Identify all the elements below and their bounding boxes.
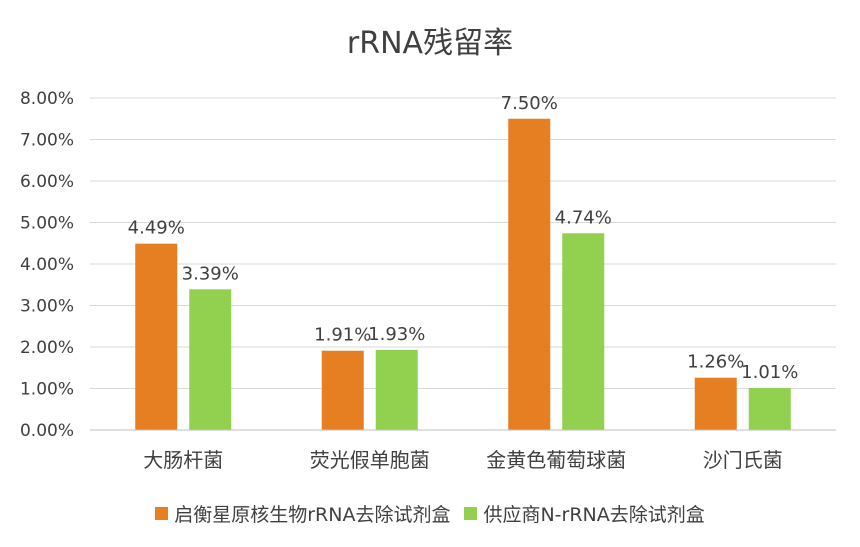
data-label-series-2-4: 1.01% <box>741 362 798 383</box>
data-label-series-1-1: 4.49% <box>128 218 185 239</box>
bar-series-1-4 <box>694 377 737 430</box>
y-tick-label-4: 4.00% <box>20 255 74 275</box>
bar-series-2-2 <box>375 349 418 430</box>
data-label-series-1-4: 1.26% <box>687 352 744 373</box>
data-label-series-1-2: 1.91% <box>314 325 371 346</box>
y-tick-label-5: 5.00% <box>20 214 74 234</box>
bar-series-2-1 <box>189 289 232 430</box>
legend-label-series-1: 启衡星原核生物rRNA去除试剂盒 <box>174 504 451 526</box>
legend-item-series-2: 供应商N-rRNA去除试剂盒 <box>464 500 705 527</box>
bar-series-1-2 <box>321 350 364 430</box>
bar-series-2-3 <box>562 233 605 430</box>
legend-label-series-2: 供应商N-rRNA去除试剂盒 <box>483 504 705 526</box>
x-tick-label-3: 金黄色葡萄球菌 <box>486 448 626 472</box>
y-tick-label-0: 0.00% <box>20 421 74 441</box>
x-tick-label-4: 沙门氏菌 <box>703 448 783 472</box>
y-tick-label-3: 3.00% <box>20 297 74 317</box>
y-tick-label-2: 2.00% <box>20 338 74 358</box>
data-label-series-2-3: 4.74% <box>555 207 612 228</box>
bar-series-1-3 <box>508 118 551 430</box>
legend-swatch-series-2 <box>464 507 478 520</box>
bar-series-2-4 <box>748 388 791 430</box>
bar-series-1-1 <box>135 243 178 430</box>
legend-item-series-1: 启衡星原核生物rRNA去除试剂盒 <box>155 500 450 527</box>
x-tick-label-2: 荧光假单胞菌 <box>310 448 430 472</box>
data-label-series-2-2: 1.93% <box>368 324 425 345</box>
y-tick-label-8: 8.00% <box>20 89 74 109</box>
chart-legend: 启衡星原核生物rRNA去除试剂盒 供应商N-rRNA去除试剂盒 <box>0 500 860 527</box>
x-tick-label-1: 大肠杆菌 <box>143 448 223 472</box>
chart-title: rRNA残留率 <box>346 26 514 61</box>
y-tick-label-7: 7.00% <box>20 131 74 151</box>
y-tick-label-1: 1.00% <box>20 380 74 400</box>
data-label-series-1-3: 7.50% <box>501 93 558 114</box>
legend-swatch-series-1 <box>155 507 169 520</box>
data-label-series-2-1: 3.39% <box>182 263 239 284</box>
y-tick-label-6: 6.00% <box>20 172 74 192</box>
